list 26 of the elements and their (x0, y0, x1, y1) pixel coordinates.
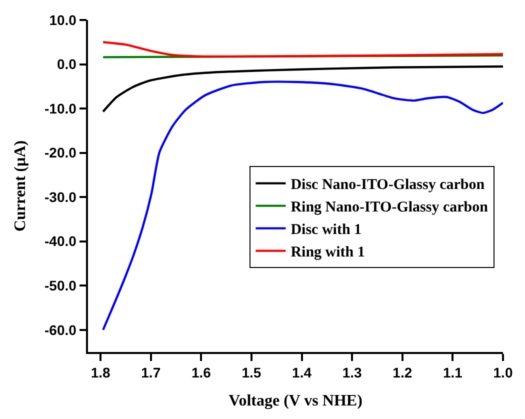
y-tick-label: 0.0 (56, 56, 77, 72)
y-tick-label: -60.0 (44, 322, 77, 338)
y-tick-label: -20.0 (44, 144, 77, 161)
x-tick-label: 1.8 (90, 364, 111, 381)
x-tick-label: 1.6 (191, 364, 212, 381)
line-series (102, 65, 503, 113)
y-tick-label: -30.0 (44, 188, 77, 205)
x-tick-label: 1.5 (242, 364, 262, 381)
y-tick-label: -40.0 (44, 233, 77, 250)
line-series (102, 41, 503, 58)
x-tick-label: 1.0 (493, 364, 513, 381)
legend-label: Disc with 1 (290, 222, 362, 238)
x-tick-label: 1.7 (141, 364, 161, 381)
x-tick-label: 1.4 (292, 364, 312, 381)
legend-label: Disc Nano-ITO-Glassy carbon (290, 177, 486, 194)
legend-label: Ring with 1 (290, 244, 365, 261)
x-tick-label: 1.1 (442, 364, 463, 381)
y-tick-label: -50.0 (44, 278, 77, 294)
y-tick-label: -10.0 (44, 100, 77, 116)
x-tick-label: 1.2 (392, 364, 412, 381)
line-series (102, 80, 503, 331)
y-axis-title: Current (µA) (12, 140, 29, 232)
legend-label: Ring Nano-ITO-Glassy carbon (290, 200, 489, 216)
x-axis-title: Voltage (V vs NHE) (228, 392, 362, 410)
y-tick-label: 10.0 (49, 12, 77, 28)
x-tick-label: 1.3 (342, 364, 362, 381)
